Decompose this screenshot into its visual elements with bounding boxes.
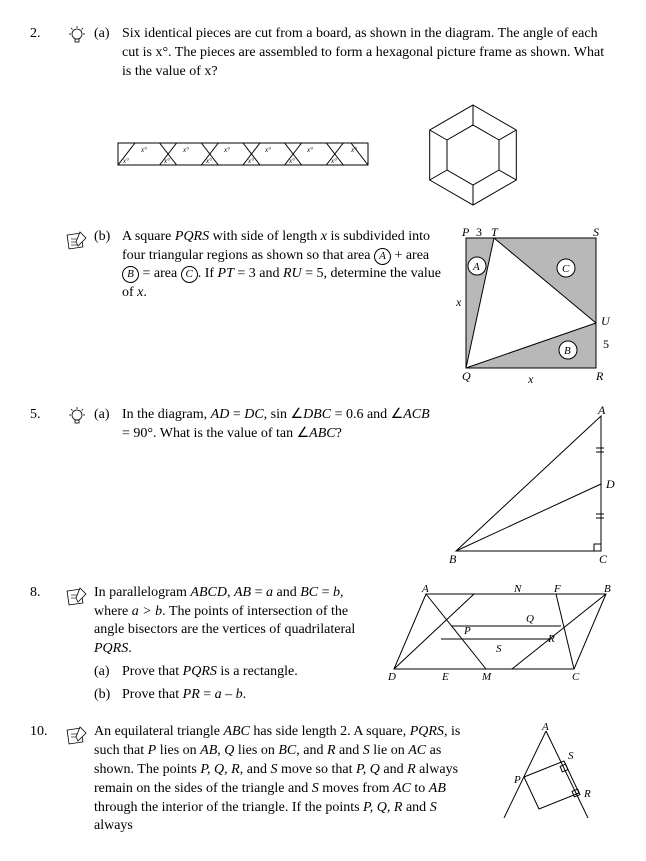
svg-text:B: B — [604, 584, 611, 595]
svg-text:x°: x° — [205, 157, 212, 165]
svg-text:C: C — [599, 552, 608, 566]
svg-text:x°: x° — [288, 157, 295, 165]
problem-number: 10. — [30, 723, 60, 836]
problem-number: 2. — [30, 25, 60, 82]
circle-b: B — [122, 266, 139, 283]
svg-text:x: x — [527, 372, 534, 386]
subpart-b: (b) Prove that PR = a – b. — [94, 686, 374, 705]
svg-text:D: D — [605, 477, 615, 491]
svg-text:x°: x° — [223, 146, 230, 154]
problem-text: An equilateral triangle ABC has side len… — [94, 723, 476, 836]
problem-5a: 5. (a) In the diagram, AD = DC, sin ∠DBC… — [30, 406, 616, 566]
svg-text:D: D — [387, 671, 396, 683]
svg-text:x°: x° — [163, 157, 170, 165]
svg-text:x°: x° — [122, 157, 129, 165]
svg-text:R: R — [595, 369, 604, 383]
svg-text:P: P — [513, 774, 521, 786]
problem-2a: 2. (a) Six identical pieces are cut from… — [30, 25, 616, 82]
svg-text:x°: x° — [247, 157, 254, 165]
svg-text:S: S — [568, 750, 574, 762]
triangle-diagram: A D C B — [446, 406, 616, 566]
write-icon — [60, 723, 94, 836]
problem-text: Six identical pieces are cut from a boar… — [122, 25, 616, 82]
circle-a: A — [374, 248, 391, 265]
svg-text:P: P — [463, 625, 471, 637]
problem-number: 8. — [30, 584, 60, 705]
svg-text:B: B — [449, 552, 457, 566]
problem-text: A square PQRS with side of length x is s… — [122, 228, 456, 388]
svg-text:3: 3 — [476, 228, 482, 239]
svg-text:Q: Q — [462, 369, 471, 383]
svg-text:x°: x° — [306, 146, 313, 154]
svg-text:T: T — [491, 228, 499, 239]
svg-text:A: A — [597, 406, 606, 417]
svg-text:S: S — [593, 228, 599, 239]
problem-text: In parallelogram ABCD, AB = a and BC = b… — [94, 584, 386, 705]
svg-text:x°: x° — [182, 146, 189, 154]
part-label: (a) — [94, 406, 122, 566]
problem-text: In the diagram, AD = DC, sin ∠DBC = 0.6 … — [122, 406, 446, 566]
p2a-diagrams: x° x° x° x° x° x° x° x° x° x° x° x° — [30, 100, 616, 210]
subpart-a: (a) Prove that PQRS is a rectangle. — [94, 663, 374, 682]
svg-text:x°: x° — [330, 157, 337, 165]
board-diagram: x° x° x° x° x° x° x° x° x° x° x° x° — [113, 138, 373, 172]
svg-text:A: A — [472, 261, 480, 273]
svg-text:R: R — [547, 633, 555, 645]
square-diagram: A C B P 3 T S U 5 R Q x x — [456, 228, 616, 388]
svg-text:B: B — [564, 345, 571, 357]
text: Six identical pieces are cut from a boar… — [122, 26, 604, 79]
svg-text:F: F — [553, 584, 561, 595]
write-icon — [60, 228, 94, 388]
svg-text:5: 5 — [603, 337, 609, 351]
svg-text:N: N — [513, 584, 522, 595]
svg-text:x°: x° — [140, 146, 147, 154]
svg-text:R: R — [583, 788, 591, 800]
equilateral-diagram: A P S R — [476, 723, 616, 836]
lightbulb-icon — [60, 406, 94, 566]
svg-text:x°: x° — [350, 146, 357, 154]
lightbulb-icon — [60, 25, 94, 82]
svg-text:x°: x° — [264, 146, 271, 154]
write-icon — [60, 584, 94, 705]
problem-8: 8. In parallelogram ABCD, AB = a and BC … — [30, 584, 616, 705]
svg-text:E: E — [441, 671, 449, 683]
problem-2b: (b) A square PQRS with side of length x … — [30, 228, 616, 388]
svg-text:x: x — [456, 295, 462, 309]
svg-text:P: P — [461, 228, 470, 239]
svg-text:M: M — [481, 671, 492, 683]
svg-text:S: S — [496, 643, 502, 655]
svg-text:C: C — [572, 671, 580, 683]
hexagon-diagram — [413, 100, 533, 210]
svg-text:Q: Q — [526, 613, 534, 625]
svg-text:C: C — [562, 263, 570, 275]
part-label: (b) — [94, 228, 122, 388]
circle-c: C — [181, 266, 198, 283]
part-label: (a) — [94, 25, 122, 82]
svg-text:U: U — [601, 314, 611, 328]
svg-text:A: A — [541, 723, 549, 733]
problem-10: 10. An equilateral triangle ABC has side… — [30, 723, 616, 836]
parallelogram-diagram: A N F B D E M C P Q R S — [386, 584, 616, 705]
problem-number: 5. — [30, 406, 60, 566]
svg-text:A: A — [421, 584, 429, 595]
